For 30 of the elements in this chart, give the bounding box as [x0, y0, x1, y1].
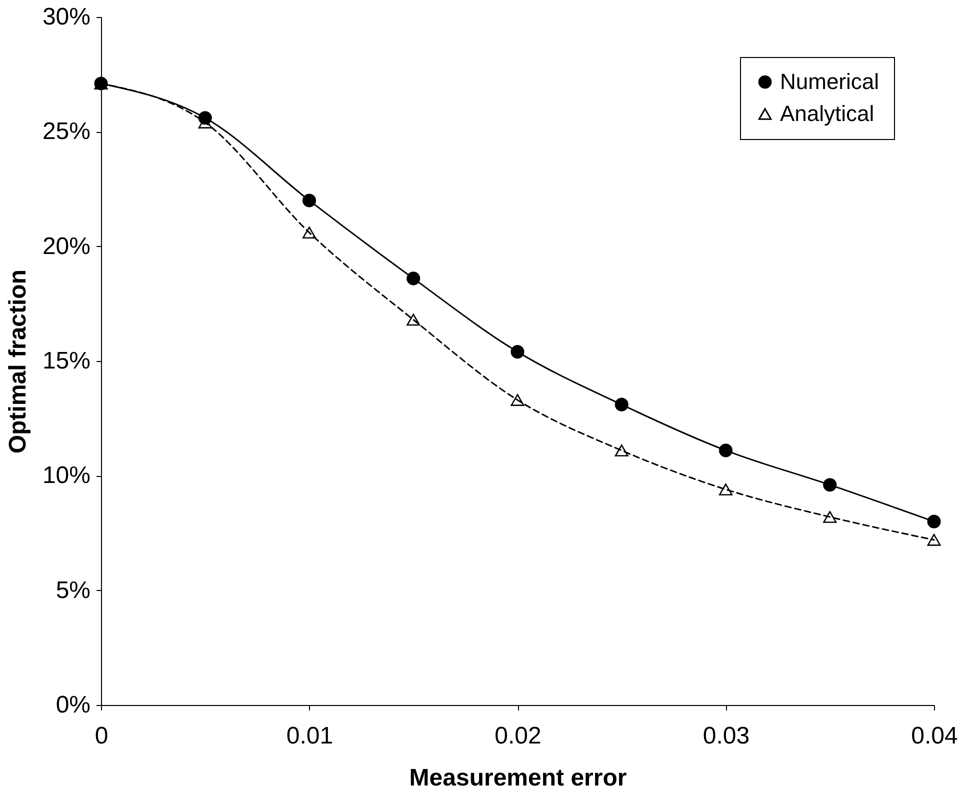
- y-axis-title: Optimal fraction: [4, 269, 32, 454]
- point: [614, 444, 628, 456]
- point: [302, 194, 316, 208]
- x-tick-label: 0: [94, 722, 108, 750]
- y-tick-label: 5%: [56, 576, 90, 604]
- point: [927, 534, 941, 546]
- point: [406, 272, 420, 286]
- point: [302, 226, 316, 239]
- x-tick-label: 0.01: [286, 722, 334, 750]
- x-tick-label: 0.04: [911, 722, 958, 750]
- y-tick-label: 20%: [42, 232, 90, 260]
- point: [718, 444, 733, 458]
- legend-label: Numerical: [780, 69, 880, 94]
- x-tick-label: 0.02: [494, 722, 542, 750]
- point: [927, 514, 941, 528]
- x-axis-title: Measurement error: [409, 764, 627, 792]
- x-tick-label: 0.03: [702, 722, 750, 750]
- point: [510, 394, 524, 406]
- point: [718, 483, 733, 496]
- point: [406, 314, 420, 326]
- y-tick-label: 10%: [42, 462, 90, 490]
- legend-label: Analytical: [780, 101, 874, 126]
- y-tick-label: 15%: [42, 348, 90, 374]
- y-tick-label: 0%: [56, 692, 90, 718]
- point: [823, 478, 837, 492]
- point: [614, 398, 628, 412]
- point: [823, 510, 837, 523]
- point: [510, 345, 524, 359]
- y-tick-label: 30%: [42, 4, 90, 30]
- y-tick-label: 25%: [42, 118, 90, 146]
